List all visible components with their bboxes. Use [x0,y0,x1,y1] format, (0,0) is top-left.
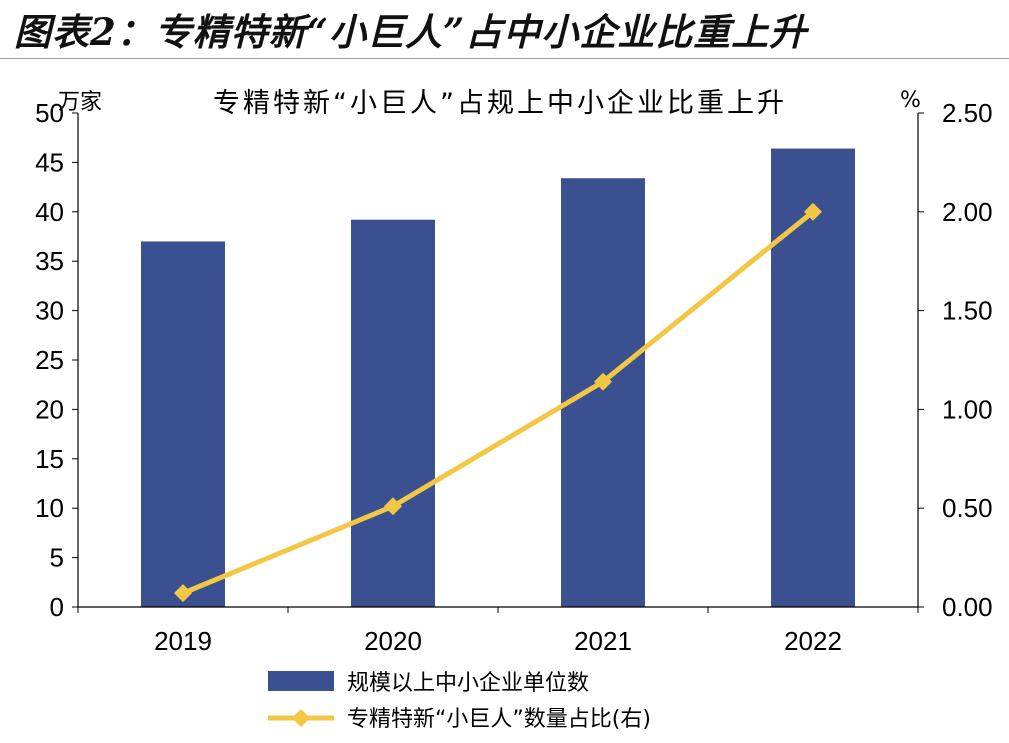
right-tick-label: 1.00 [942,394,993,424]
right-tick-label: 0.50 [942,493,993,523]
legend-label-line: 专精特新“小巨人”数量占比(右) [347,707,651,732]
left-tick-label: 15 [35,444,64,474]
bar-2022 [771,148,855,607]
legend-diamond-marker [292,709,310,727]
series-line [182,209,815,596]
bar-2019 [141,241,225,607]
line-point-2022 [804,202,822,221]
left-tick-label: 25 [35,345,64,375]
left-tick-label: 0 [50,592,64,622]
left-tick-label: 20 [35,394,64,424]
x-tick-label: 2021 [574,626,632,656]
x-tick-label: 2019 [154,626,212,656]
right-tick-label: 2.00 [942,197,993,227]
bar-2020 [351,219,435,608]
bar-2021 [561,178,645,607]
legend-swatch-bar [268,671,334,691]
left-axis-unit: 万家 [58,90,102,115]
left-tick-label: 35 [35,246,64,276]
line-point-2020 [384,497,402,516]
left-tick-label: 50 [35,98,64,128]
legend-label-bar: 规模以上中小企业单位数 [347,671,589,696]
left-tick-label: 45 [35,147,64,177]
x-tick-label: 2022 [784,626,842,656]
right-tick-label: 1.50 [942,296,993,326]
right-tick-label: 2.50 [942,98,993,128]
line-point-2021 [594,372,612,391]
figure-heading: 图表2：专精特新“小巨人”占中小企业比重上升 [14,10,808,54]
chart-title: 专精特新“小巨人”占规上中小企业比重上升 [213,88,787,119]
left-tick-label: 40 [35,197,64,227]
x-tick-label: 2020 [364,626,422,656]
right-tick-label: 0.00 [942,592,993,622]
heading-divider [0,58,1009,59]
line-point-2019 [174,584,192,603]
left-tick-label: 5 [50,543,64,573]
left-tick-label: 30 [35,296,64,326]
right-axis-unit: % [900,88,921,113]
left-tick-label: 10 [35,493,64,523]
